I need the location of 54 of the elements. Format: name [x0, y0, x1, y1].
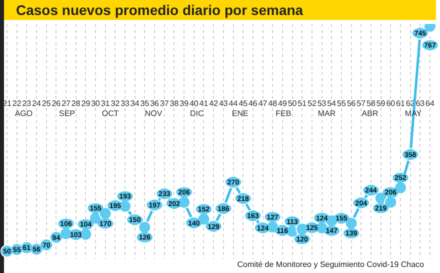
x-tick-label: 24: [32, 98, 42, 108]
x-tick-label: 55: [337, 98, 346, 108]
x-tick-label: 46: [248, 98, 258, 108]
x-tick-label: 61: [396, 98, 406, 108]
annotation: DIC: [190, 109, 204, 118]
x-tick-label: 57: [356, 98, 366, 108]
x-tick-label: 48: [268, 98, 278, 108]
x-tick-label: 54: [327, 98, 337, 108]
point: [138, 220, 152, 234]
annotation: OCT: [102, 109, 119, 118]
annotation: SEP: [59, 109, 76, 118]
x-tick-label: 40: [189, 98, 199, 108]
x-tick-label: 53: [317, 98, 327, 108]
x-tick-label: 44: [228, 98, 238, 108]
x-tick-label: 27: [62, 98, 72, 108]
x-tick-label: 34: [130, 98, 140, 108]
x-tick-label: 51: [298, 98, 308, 108]
x-tick-label: 59: [376, 98, 386, 108]
x-tick-label: 45: [238, 98, 248, 108]
x-tick-label: 39: [180, 98, 190, 108]
annotation: FEB: [276, 109, 292, 118]
annotation: ABR: [362, 109, 378, 118]
x-tick-label: 35: [140, 98, 150, 108]
x-tick-label: 50: [288, 98, 298, 108]
x-tick-label: 43: [218, 98, 228, 108]
x-tick-label: 33: [120, 98, 130, 108]
annotation: ENE: [232, 109, 248, 118]
annotation: NOV: [144, 109, 163, 118]
x-tick-label: 25: [42, 98, 52, 108]
annotation: MAR: [318, 109, 336, 118]
x-tick-label: 26: [52, 98, 62, 108]
x-tick-label: 36: [150, 98, 160, 108]
x-tick-label: 22: [12, 98, 22, 108]
x-tick-label: 38: [170, 98, 180, 108]
x-tick-label: 31: [100, 98, 110, 108]
x-tick-label: 32: [110, 98, 120, 108]
x-tick-label: 23: [22, 98, 32, 108]
x-tick-label: 60: [386, 98, 396, 108]
x-tick-label: 64: [426, 98, 435, 108]
x-tick-label: 58: [366, 98, 376, 108]
x-tick-label: 30: [91, 98, 101, 108]
x-tick-label: 47: [258, 98, 268, 108]
x-tick-label: 29: [81, 98, 91, 108]
text: Comité de Monitoreo y Seguimiento Covid-19 Chaco: [237, 260, 425, 270]
x-tick-label: 52: [308, 98, 317, 108]
annotation: AGO: [14, 109, 33, 118]
x-tick-label: 42: [209, 98, 219, 108]
x-tick-label: 56: [346, 98, 356, 108]
x-tick-label: 37: [160, 98, 170, 108]
x-tick-label: 63: [416, 98, 426, 108]
x-tick-label: 41: [199, 98, 209, 108]
x-tick-label: 28: [71, 98, 81, 108]
x-tick-label: 49: [278, 98, 288, 108]
chart-title: Casos nuevos promedio diario por semana: [16, 2, 304, 18]
